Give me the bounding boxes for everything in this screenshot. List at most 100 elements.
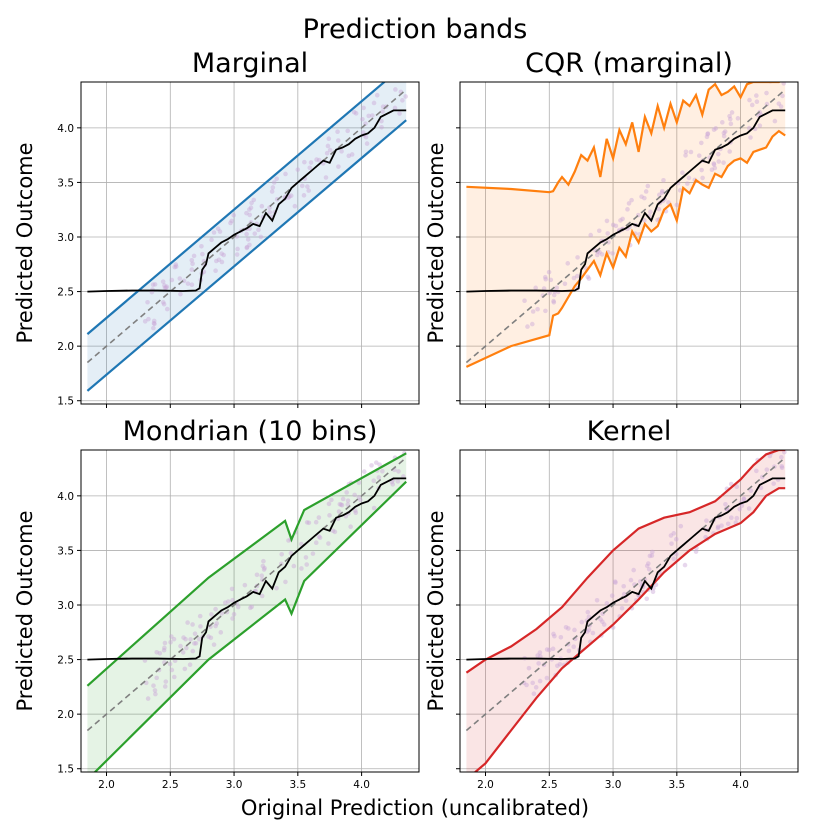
scatter-point — [154, 649, 160, 655]
scatter-point — [249, 200, 254, 206]
scatter-point — [379, 118, 384, 124]
plot-area — [86, 450, 407, 772]
scatter-point — [716, 159, 722, 164]
scatter-point — [248, 205, 254, 211]
scatter-point — [700, 175, 705, 181]
x-tick-label: 2.5 — [541, 779, 558, 791]
scatter-point — [192, 641, 197, 646]
scatter-point — [336, 138, 341, 143]
scatter-point — [377, 462, 382, 467]
scatter-point — [316, 157, 322, 163]
scatter-point — [600, 619, 605, 624]
subplot-title: Mondrian (10 bins) — [123, 416, 378, 447]
scatter-point — [379, 124, 384, 130]
scatter-point — [390, 482, 396, 487]
scatter-point — [242, 582, 248, 588]
scatter-point — [688, 149, 694, 155]
scatter-point — [189, 258, 195, 263]
scatter-point — [599, 252, 605, 257]
scatter-point — [267, 210, 273, 215]
scatter-point — [363, 134, 369, 140]
scatter-point — [308, 160, 314, 165]
scatter-point — [299, 566, 304, 571]
scatter-point — [650, 549, 655, 555]
scatter-point — [330, 528, 336, 534]
subplot-3: 2.0 2.5 3.0 3.5 4.0 1.5 2.0 2.5 3.0 3.5 4.0 Mondria… — [13, 416, 420, 791]
y-tick-label: 2.5 — [57, 287, 74, 299]
scatter-point — [609, 593, 615, 599]
scatter-point — [228, 220, 233, 226]
scatter-point — [715, 525, 721, 531]
y-tick-label: 2.5 — [57, 655, 74, 667]
scatter-point — [646, 566, 652, 572]
scatter-point — [727, 113, 732, 119]
scatter-point — [371, 100, 377, 106]
scatter-point — [146, 316, 151, 322]
scatter-point — [764, 90, 769, 96]
scatter-point — [326, 136, 332, 142]
scatter-point — [596, 228, 602, 234]
scatter-point — [628, 577, 634, 583]
scatter-point — [537, 650, 543, 655]
scatter-point — [546, 269, 552, 275]
scatter-point — [376, 475, 382, 480]
scatter-point — [299, 183, 305, 189]
scatter-point — [338, 502, 344, 507]
scatter-point — [348, 524, 353, 530]
scatter-point — [209, 612, 214, 617]
scatter-point — [586, 276, 592, 281]
scatter-point — [214, 621, 220, 626]
scatter-point — [605, 231, 611, 236]
scatter-point — [171, 674, 177, 680]
scatter-point — [551, 300, 557, 305]
scatter-point — [356, 480, 362, 486]
scatter-point — [685, 181, 690, 186]
scatter-point — [344, 490, 349, 495]
scatter-point — [781, 82, 787, 86]
scatter-point — [728, 121, 734, 127]
scatter-point — [213, 623, 218, 629]
scatter-point — [543, 276, 549, 282]
scatter-point — [699, 167, 704, 173]
scatter-point — [247, 207, 252, 212]
figure-xlabel: Original Prediction (uncalibrated) — [241, 796, 589, 820]
scatter-point — [533, 285, 538, 291]
scatter-point — [181, 635, 186, 640]
scatter-point — [725, 521, 731, 527]
scatter-point — [181, 278, 187, 284]
scatter-point — [185, 620, 190, 625]
scatter-point — [542, 274, 548, 280]
scatter-point — [772, 118, 778, 124]
scatter-point — [353, 510, 359, 516]
scatter-point — [713, 126, 719, 131]
scatter-point — [316, 534, 322, 539]
scatter-point — [686, 175, 692, 181]
scatter-point — [721, 160, 726, 165]
scatter-point — [661, 178, 666, 183]
scatter-point — [535, 653, 540, 658]
upper-band-line — [466, 82, 782, 194]
scatter-point — [550, 646, 556, 652]
calibrated-line — [466, 109, 786, 293]
scatter-point — [621, 583, 626, 589]
scatter-point — [625, 207, 630, 212]
scatter-point — [646, 561, 651, 566]
scatter-point — [153, 691, 158, 697]
scatter-point — [529, 321, 535, 327]
scatter-point — [219, 251, 224, 256]
scatter-point — [554, 285, 560, 291]
scatter-point — [142, 319, 148, 324]
scatter-point — [716, 151, 721, 157]
scatter-point — [231, 611, 237, 617]
scatter-point — [369, 463, 374, 468]
upper-band-line — [86, 82, 386, 335]
x-tick-label: 4.0 — [732, 779, 749, 791]
scatter-point — [680, 170, 685, 176]
lower-band-line — [86, 119, 407, 392]
scatter-point — [734, 515, 740, 521]
scatter-point — [262, 565, 267, 571]
scatter-point — [274, 585, 279, 591]
scatter-point — [721, 133, 727, 139]
scatter-point — [673, 536, 679, 542]
